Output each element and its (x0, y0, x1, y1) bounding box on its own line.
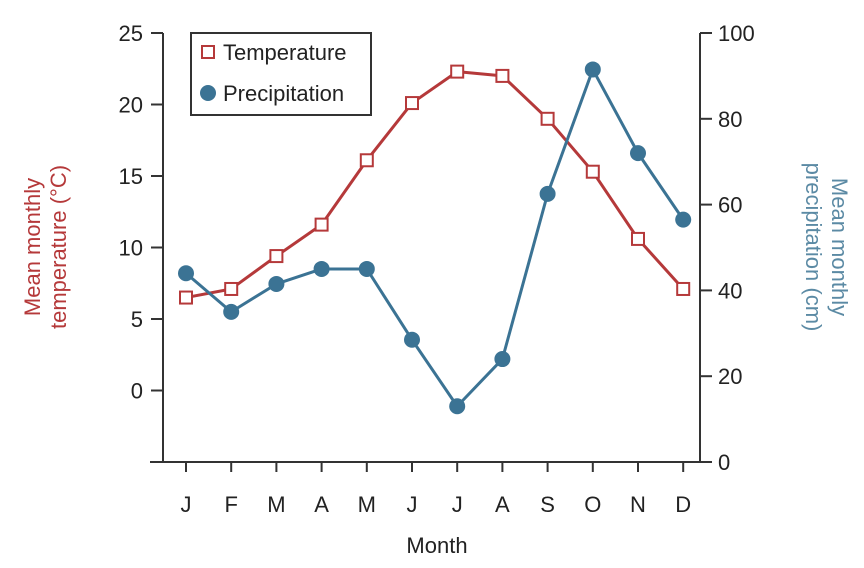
legend: Temperature Precipitation (190, 32, 372, 116)
left-axis-title: Mean monthly temperature (°C) (20, 165, 71, 329)
left-tick-label: 20 (119, 93, 143, 118)
right-tick-label: 20 (718, 364, 742, 389)
right-y-ticks: 100 80 60 40 20 0 (700, 21, 755, 475)
right-axis-title: Mean monthly precipitation (cm) (801, 163, 852, 332)
precipitation-point (539, 185, 556, 202)
x-tick-label: M (267, 492, 285, 517)
temperature-point (179, 290, 193, 305)
legend-box (190, 32, 372, 116)
precipitation-point (268, 275, 285, 292)
left-tick-label: 0 (131, 379, 143, 404)
x-tick-label: A (314, 492, 329, 517)
left-tick-label: 15 (119, 164, 143, 189)
right-tick-label: 40 (718, 278, 742, 303)
precipitation-series (178, 61, 692, 415)
temperature-point (269, 249, 284, 264)
temperature-point (676, 281, 691, 296)
temperature-point (495, 68, 510, 83)
x-tick-label: A (495, 492, 510, 517)
precipitation-point (313, 260, 330, 277)
left-axis-title-line-1: Mean monthly (20, 178, 45, 316)
right-tick-label: 0 (718, 450, 730, 475)
x-tick-label: M (358, 492, 376, 517)
right-axis-title-line-1: Mean monthly (827, 178, 852, 316)
left-y-ticks: 25 20 15 10 5 0 (119, 21, 163, 404)
precipitation-point (404, 331, 420, 348)
precipitation-point (358, 260, 375, 277)
temperature-line (185, 70, 685, 300)
precipitation-point (675, 211, 692, 228)
right-tick-label: 100 (718, 21, 755, 46)
x-tick-label: F (224, 492, 237, 517)
precipitation-point (178, 265, 194, 282)
left-tick-label: 5 (131, 307, 143, 332)
left-axis-title-line-2: temperature (°C) (46, 165, 71, 329)
left-tick-label: 25 (119, 21, 143, 46)
x-tick-label: S (540, 492, 555, 517)
x-tick-label: O (584, 492, 601, 517)
precipitation-point (223, 303, 240, 320)
x-tick-label: N (630, 492, 646, 517)
precipitation-point (449, 398, 466, 415)
legend-temperature-label: Temperature (223, 40, 347, 65)
precipitation-point (584, 61, 601, 78)
temperature-point (450, 64, 465, 79)
legend-precipitation-label: Precipitation (223, 81, 344, 106)
right-tick-label: 60 (718, 193, 742, 218)
x-tick-label: J (452, 492, 463, 517)
temperature-point (314, 217, 329, 232)
precipitation-line (185, 67, 685, 408)
temperature-point (585, 164, 600, 179)
x-axis-title: Month (406, 533, 467, 558)
temperature-series (179, 64, 691, 305)
x-tick-label: J (407, 492, 418, 517)
legend-precipitation-marker (200, 85, 216, 101)
x-tick-label: J (181, 492, 192, 517)
temperature-point (359, 153, 374, 168)
temperature-point (540, 111, 555, 126)
precipitation-point (494, 351, 511, 368)
legend-temperature-marker (201, 45, 215, 59)
x-tick-label: D (675, 492, 691, 517)
temperature-point (224, 281, 239, 296)
precipitation-point (630, 145, 646, 162)
right-tick-label: 80 (718, 107, 742, 132)
temperature-point (405, 96, 419, 111)
temperature-point (631, 231, 645, 246)
right-axis-title-line-2: precipitation (cm) (801, 163, 826, 332)
left-tick-label: 10 (119, 236, 143, 261)
